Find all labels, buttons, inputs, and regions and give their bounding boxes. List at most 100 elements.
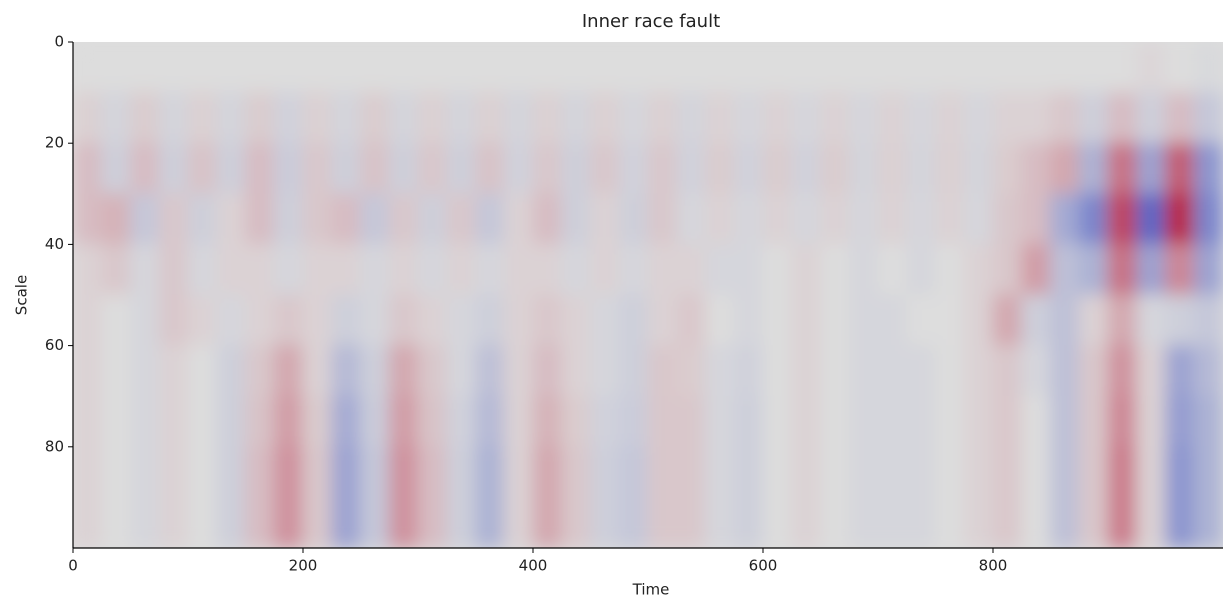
heatmap-cell — [1193, 142, 1223, 195]
heatmap-cell — [1050, 142, 1080, 195]
heatmap-cell — [503, 193, 534, 245]
heatmap-cell — [388, 395, 419, 448]
x-tick-label: 400 — [519, 557, 548, 575]
heatmap-cell — [762, 294, 793, 347]
heatmap-cell — [1050, 294, 1080, 347]
heatmap-cell — [1165, 294, 1195, 347]
heatmap-cell — [618, 92, 649, 144]
heatmap-cell — [1107, 294, 1138, 347]
heatmap-cell — [877, 243, 908, 296]
heatmap-cell — [302, 294, 333, 347]
heatmap-cell — [1136, 42, 1166, 94]
heatmap-cell — [1193, 243, 1223, 296]
heatmap-cell — [302, 345, 333, 397]
heatmap-cell — [561, 42, 591, 94]
heatmap-cell — [302, 243, 333, 296]
heatmap-cell — [820, 345, 850, 397]
heatmap-cell — [1193, 193, 1223, 245]
heatmap-cell — [848, 243, 879, 296]
heatmap-cell — [1193, 42, 1223, 94]
heatmap-cell — [101, 92, 131, 144]
heatmap-cell — [73, 42, 103, 94]
heatmap-cell — [733, 142, 764, 195]
heatmap-cell — [935, 294, 965, 347]
heatmap-cell — [590, 193, 620, 245]
heatmap-cell — [676, 193, 706, 245]
heatmap-cell — [762, 42, 793, 94]
heatmap-cell — [963, 395, 994, 448]
heatmap-cell — [992, 496, 1023, 548]
heatmap-cell — [647, 496, 678, 548]
heatmap-cell — [733, 395, 764, 448]
heatmap-cell — [503, 42, 534, 94]
heatmap-cell — [331, 193, 361, 245]
heatmap-cell — [331, 243, 361, 296]
heatmap-cell — [417, 345, 448, 397]
heatmap-cell — [302, 92, 333, 144]
heatmap-cell — [992, 294, 1023, 347]
y-axis-label: Scale — [13, 275, 31, 315]
heatmap-cell — [1050, 92, 1080, 144]
heatmap-cell — [158, 42, 189, 94]
heatmap-cell — [676, 142, 706, 195]
heatmap-cell — [532, 92, 563, 144]
heatmap-cell — [676, 92, 706, 144]
heatmap-cell — [820, 193, 850, 245]
heatmap-cell — [963, 193, 994, 245]
heatmap-cell — [1107, 92, 1138, 144]
x-tick-label: 200 — [289, 557, 318, 575]
heatmap-cell — [1165, 395, 1195, 448]
heatmap-cell — [733, 496, 764, 548]
heatmap-cell — [417, 294, 448, 347]
heatmap-cell — [388, 142, 419, 195]
heatmap-cell — [187, 446, 218, 498]
heatmap-cell — [216, 446, 246, 498]
heatmap-cell — [73, 446, 103, 498]
heatmap-cell — [101, 142, 131, 195]
heatmap-cell — [935, 446, 965, 498]
heatmap-cell — [848, 446, 879, 498]
heatmap-cell — [101, 395, 131, 448]
heatmap-cell — [618, 42, 649, 94]
heatmap-cell — [475, 345, 505, 397]
heatmap-cell — [388, 496, 419, 548]
heatmap-cell — [705, 42, 735, 94]
heatmap-cell — [647, 243, 678, 296]
heatmap-cell — [1107, 243, 1138, 296]
heatmap-cell — [1165, 496, 1195, 548]
heatmap-cell — [446, 496, 476, 548]
heatmap-cell — [360, 42, 390, 94]
heatmap-cell — [187, 294, 218, 347]
heatmap-cell — [848, 193, 879, 245]
heatmap-cell — [762, 92, 793, 144]
heatmap-cell — [130, 395, 160, 448]
heatmap-cell — [532, 446, 563, 498]
heatmap-cell — [1078, 42, 1109, 94]
heatmap-cell — [1021, 345, 1051, 397]
heatmap-cell — [1050, 345, 1080, 397]
heatmap-cell — [647, 193, 678, 245]
heatmap-cell — [590, 496, 620, 548]
heatmap-cell — [503, 142, 534, 195]
heatmap-cell — [1021, 243, 1051, 296]
heatmap-cell — [1050, 446, 1080, 498]
heatmap-cell — [820, 294, 850, 347]
heatmap-cell — [187, 42, 218, 94]
heatmap-cell — [503, 395, 534, 448]
heatmap-cell — [1136, 92, 1166, 144]
heatmap-cell — [906, 395, 936, 448]
heatmap-cell — [158, 193, 189, 245]
heatmap-cell — [762, 345, 793, 397]
heatmap-cell — [1050, 42, 1080, 94]
heatmap-cell — [273, 395, 304, 448]
heatmap-cell — [618, 142, 649, 195]
heatmap-cell — [935, 92, 965, 144]
heatmap-cell — [158, 446, 189, 498]
heatmap-cell — [187, 496, 218, 548]
heatmap-cell — [130, 243, 160, 296]
heatmap-cell — [273, 496, 304, 548]
heatmap-cell — [245, 92, 275, 144]
heatmap-cell — [877, 42, 908, 94]
axes: 0 200 400 600 800 0 20 40 60 80 — [45, 33, 1223, 575]
heatmap-cell — [532, 294, 563, 347]
